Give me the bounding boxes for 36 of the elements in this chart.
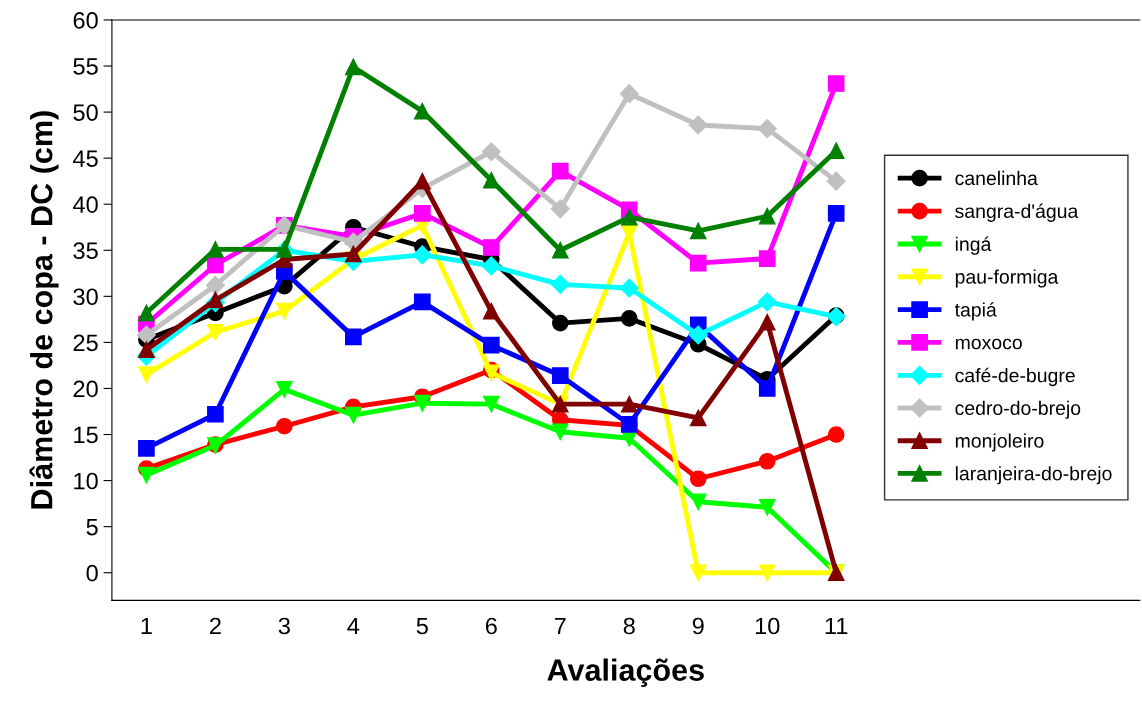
legend-label: monjoleiro	[955, 433, 1044, 452]
legend-label: laranjeira-do-brejo	[955, 466, 1112, 485]
legend-label: moxoco	[955, 338, 1022, 350]
x-axis-title: Avaliações	[547, 658, 704, 687]
x-tick-label: 2	[210, 617, 221, 635]
x-tick-label: 6	[485, 617, 497, 635]
y-tick-label: 5	[86, 518, 98, 536]
y-tick-label: 0	[86, 564, 98, 582]
x-tick-label: 11	[825, 617, 848, 635]
y-tick-label: 45	[73, 150, 98, 167]
legend-label: pau-formiga	[955, 269, 1059, 288]
legend-label: ingá	[955, 236, 992, 255]
y-tick-label: 40	[73, 196, 98, 213]
legend-label: canelinha	[955, 170, 1038, 186]
x-tick-label: 1	[141, 617, 152, 635]
y-tick-label: 10	[74, 472, 98, 490]
y-tick-label: 50	[73, 104, 98, 121]
y-tick-label: 30	[73, 288, 98, 306]
x-tick-label: 5	[416, 617, 428, 635]
x-tick-label: 4	[347, 617, 360, 635]
x-tick-label: 7	[554, 617, 566, 635]
y-axis-title: Diâmetro de copa - DC (cm)	[29, 111, 59, 509]
y-tick-label: 15	[74, 426, 98, 444]
y-tick-label: 60	[73, 12, 98, 29]
x-tick-label: 9	[692, 617, 704, 635]
legend-label: sangra-d'água	[955, 203, 1079, 222]
x-tick-label: 10	[755, 617, 780, 635]
legend-label: tapiá	[954, 302, 997, 321]
x-tick-label: 8	[623, 617, 635, 635]
legend-label: café-de-bugre	[955, 367, 1075, 387]
y-tick-label: 25	[73, 334, 98, 352]
x-tick-label: 3	[278, 617, 290, 635]
legend-label: cedro-do-brejo	[955, 400, 1081, 419]
y-tick-label: 35	[73, 242, 98, 260]
y-tick-label: 20	[73, 380, 98, 398]
y-tick-label: 55	[73, 58, 98, 75]
